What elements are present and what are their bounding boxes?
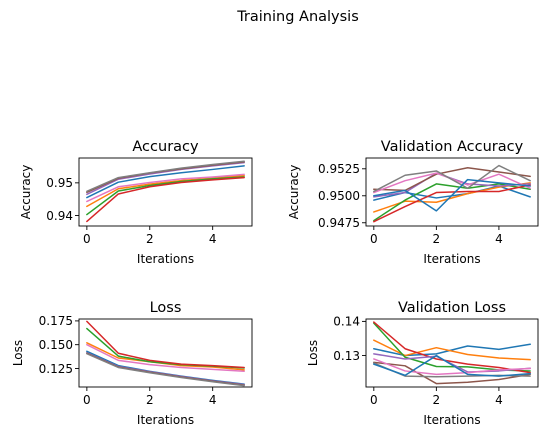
- x-tick-label: 2: [146, 232, 154, 246]
- y-axis-label: Loss: [306, 340, 320, 366]
- y-tick-label: 0.175: [39, 314, 73, 328]
- series-line-7: [373, 358, 531, 376]
- panel-title: Validation Loss: [398, 300, 506, 316]
- series-group: [86, 320, 245, 387]
- x-axis-label: Iterations: [423, 413, 480, 427]
- y-axis-label: Loss: [11, 340, 25, 366]
- series-group: [373, 164, 531, 223]
- y-tick-label: 0.9525: [318, 162, 360, 176]
- series-line-9: [373, 178, 531, 212]
- y-tick-label: 0.95: [46, 176, 73, 190]
- series-line-4: [86, 320, 245, 369]
- x-tick-label: 4: [495, 393, 503, 407]
- x-tick-label: 4: [209, 393, 217, 407]
- series-line-6: [373, 361, 531, 385]
- series-line-8: [86, 160, 245, 193]
- x-tick-label: 2: [146, 393, 154, 407]
- y-tick-label: 0.9500: [318, 189, 360, 203]
- axes-frame: [365, 157, 539, 227]
- axes-frame: [365, 318, 539, 388]
- y-tick-label: 0.9475: [318, 216, 360, 230]
- x-axis-label: Iterations: [137, 413, 194, 427]
- series-line-2: [86, 174, 245, 208]
- x-tick-label: 4: [209, 232, 217, 246]
- series-line-1: [373, 343, 531, 357]
- panel-title: Loss: [150, 300, 182, 316]
- panel-accuracy: Accuracy Iterations Accuracy 0 2 4 0.94 0.95: [19, 139, 253, 266]
- panel-validation-accuracy: Validation Accuracy Iterations Accuracy …: [287, 139, 539, 266]
- series-line-4: [373, 321, 531, 374]
- series-line-6: [373, 166, 531, 192]
- y-tick-label: 0.94: [46, 209, 73, 223]
- series-group: [86, 160, 245, 223]
- x-axis-label: Iterations: [423, 252, 480, 266]
- x-tick-label: 0: [370, 393, 378, 407]
- panel-title: Accuracy: [132, 139, 199, 155]
- series-group: [373, 321, 531, 385]
- series-line-4: [86, 176, 245, 223]
- x-tick-label: 4: [495, 232, 503, 246]
- y-tick-label: 0.13: [333, 349, 360, 363]
- x-tick-label: 0: [83, 232, 91, 246]
- series-line-1: [86, 165, 245, 199]
- axes-frame: [78, 157, 253, 227]
- series-line-8: [373, 164, 531, 193]
- y-axis-label: Accuracy: [287, 165, 301, 220]
- x-tick-label: 2: [433, 393, 441, 407]
- y-axis-label: Accuracy: [19, 165, 33, 220]
- axes-frame: [78, 318, 253, 388]
- series-line-2: [373, 339, 531, 361]
- x-tick-label: 2: [433, 232, 441, 246]
- panel-validation-loss: Validation Loss Iterations Loss 0 2 4 0.13 0…: [306, 300, 539, 427]
- series-line-8: [86, 352, 245, 387]
- panel-loss: Loss Iterations Loss 0 2 4 0.125 0.150 0.175: [11, 300, 253, 427]
- y-tick-label: 0.125: [39, 362, 73, 376]
- y-tick-label: 0.150: [39, 338, 73, 352]
- x-tick-label: 0: [370, 232, 378, 246]
- panel-title: Validation Accuracy: [381, 139, 524, 155]
- series-line-9: [373, 354, 531, 377]
- series-line-7: [86, 173, 245, 203]
- series-line-3: [86, 176, 245, 216]
- series-line-3: [373, 183, 531, 222]
- y-tick-label: 0.14: [333, 315, 360, 329]
- figure-title: Training Analysis: [236, 9, 359, 25]
- series-line-4: [373, 184, 531, 223]
- x-tick-label: 0: [83, 393, 91, 407]
- x-axis-label: Iterations: [137, 252, 194, 266]
- series-line-7: [86, 343, 245, 373]
